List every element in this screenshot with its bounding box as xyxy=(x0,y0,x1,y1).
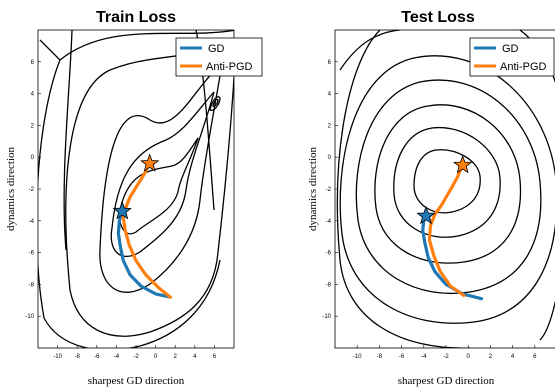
y-tick-label: -2 xyxy=(29,187,35,193)
test-contour-4 xyxy=(355,79,542,294)
x-tick-label: 2 xyxy=(174,354,178,360)
x-tick-label: -10 xyxy=(353,354,362,360)
star-marker-gd xyxy=(416,205,436,225)
train-loss-legend-box xyxy=(175,37,263,77)
test-loss-ylabel: dynamics direction xyxy=(307,147,319,232)
test-loss-xlabel: sharpest GD direction xyxy=(398,375,495,387)
star-marker-antipgd xyxy=(140,153,160,172)
y-tick-label: -2 xyxy=(326,187,332,193)
train-loss-xticks: -10 -8 -6 -4 -2 0 2 4 6 xyxy=(53,345,217,360)
train-contour-4 xyxy=(65,43,234,337)
y-tick-label: 6 xyxy=(328,60,332,66)
y-tick-label: 4 xyxy=(328,92,332,98)
train-loss-ylabel: dynamics direction xyxy=(5,147,17,232)
x-tick-label: -6 xyxy=(399,354,405,360)
test-legend-gd-label: GD xyxy=(502,43,519,55)
x-tick-label: -6 xyxy=(94,354,100,360)
x-tick-label: 4 xyxy=(511,354,515,360)
test-loss-contours xyxy=(336,30,555,348)
y-tick-label: -10 xyxy=(322,314,331,320)
test-loss-yticks: -10 -8 -6 -4 -2 0 2 4 6 xyxy=(322,60,338,320)
test-loss-xticks: -10 -8 -6 -4 -2 0 2 4 6 xyxy=(353,345,537,360)
y-tick-label: 0 xyxy=(31,155,35,161)
test-loss-panel: Test Loss -10 -8 -6 -4 -2 0 2 4 6 -10 -8 -6 -4 -2 0 2 4… xyxy=(307,9,555,387)
y-tick-label: 2 xyxy=(31,123,35,129)
train-legend-gd-label: GD xyxy=(208,43,225,55)
x-tick-label: -10 xyxy=(53,354,62,360)
test-loss-title: Test Loss xyxy=(401,9,475,26)
x-tick-label: 2 xyxy=(489,354,493,360)
test-loss-legend: GD Anti-PGD xyxy=(469,37,555,77)
y-tick-label: -6 xyxy=(326,251,332,257)
train-loss-contours xyxy=(38,30,234,348)
x-tick-label: -8 xyxy=(377,354,383,360)
train-loss-yticks: -10 -8 -6 -4 -2 0 2 4 6 xyxy=(25,60,41,320)
train-contour-2 xyxy=(110,91,215,257)
y-tick-label: -6 xyxy=(29,251,35,257)
y-tick-label: 4 xyxy=(31,92,35,98)
x-tick-label: -2 xyxy=(443,354,449,360)
train-loss-series xyxy=(116,162,172,299)
train-contour-3 xyxy=(99,62,223,293)
series-line-gd xyxy=(116,209,172,299)
y-tick-label: -8 xyxy=(29,282,35,288)
y-tick-label: 6 xyxy=(31,60,35,66)
test-loss-markers xyxy=(416,155,473,225)
y-tick-label: -10 xyxy=(25,314,34,320)
x-tick-label: -2 xyxy=(133,354,139,360)
train-contour-8 xyxy=(212,98,219,107)
x-tick-label: 6 xyxy=(213,354,217,360)
test-contour-7 xyxy=(339,30,555,341)
train-contour-1 xyxy=(119,137,199,235)
y-tick-label: -4 xyxy=(29,219,35,225)
test-loss-legend-box xyxy=(469,37,555,77)
train-legend-antipgd-label: Anti-PGD xyxy=(206,61,253,73)
y-tick-label: 2 xyxy=(328,123,332,129)
train-loss-title: Train Loss xyxy=(96,9,176,26)
train-loss-markers xyxy=(112,153,160,220)
test-loss-series xyxy=(421,163,484,301)
x-tick-label: 0 xyxy=(467,354,471,360)
x-tick-label: 4 xyxy=(193,354,197,360)
series-line-antipgd xyxy=(427,163,466,298)
y-tick-label: -4 xyxy=(326,219,332,225)
train-loss-xlabel: sharpest GD direction xyxy=(88,375,185,387)
test-legend-antipgd-label: Anti-PGD xyxy=(500,61,547,73)
x-tick-label: 6 xyxy=(533,354,537,360)
star-marker-antipgd xyxy=(453,155,473,174)
x-tick-label: -4 xyxy=(421,354,427,360)
test-contour-2 xyxy=(393,126,501,238)
star-marker-gd xyxy=(112,201,132,220)
test-contour-3 xyxy=(374,104,522,264)
test-contour-5 xyxy=(339,55,555,324)
train-loss-legend: GD Anti-PGD xyxy=(175,37,263,77)
train-loss-panel: Train Loss -10 -8 -6 -4 -2 0 2 4 6 -10 -8 -6 -4 -2 0 2… xyxy=(5,9,263,387)
x-tick-label: -4 xyxy=(114,354,120,360)
x-tick-label: -8 xyxy=(75,354,81,360)
train-contour-7 xyxy=(209,96,221,111)
y-tick-label: -8 xyxy=(326,282,332,288)
test-contour-1 xyxy=(413,149,481,214)
x-tick-label: 0 xyxy=(154,354,158,360)
y-tick-label: 0 xyxy=(328,155,332,161)
